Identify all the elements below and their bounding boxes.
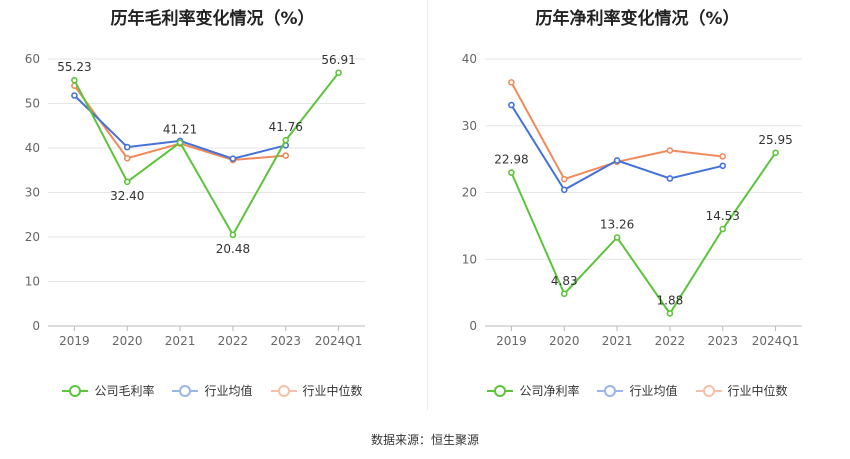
y-tick-label: 30 [462,119,477,133]
net-margin-legend: 公司净利率 行业均值 行业中位数 [425,382,850,399]
gross-margin-chart-panel: 历年毛利率变化情况（%） 0 10 20 30 40 50 60 2019 2020 2021 20… [0,0,425,420]
legend-swatch [172,384,199,397]
legend-swatch [597,384,624,397]
series-point-1 [508,101,515,109]
legend-swatch [270,384,297,397]
series-point-1 [613,157,621,164]
series-point-0 [282,136,290,144]
x-tick-label: 2019 [496,334,527,348]
legend-item[interactable]: 行业均值 [172,382,253,399]
legend-item[interactable]: 行业均值 [597,382,678,399]
data-label: 56.91 [321,53,355,67]
series-line-0 [73,72,340,237]
data-label: 14.53 [706,209,740,223]
series-point-2 [560,175,568,183]
series-point-0 [613,234,621,241]
gross-margin-legend: 公司毛利率 行业均值 行业中位数 [0,382,425,399]
series-point-1 [71,92,78,99]
legend-item[interactable]: 行业中位数 [695,382,788,399]
y-tick-label: 10 [462,252,477,266]
legend-label: 公司毛利率 [94,384,155,398]
y-tick-label: 20 [25,230,40,244]
series-point-0 [335,69,342,77]
y-tick-label: 40 [25,141,40,155]
data-label: 55.23 [57,60,91,74]
y-tick-label: 40 [462,52,477,66]
series-point-2 [719,153,727,160]
x-tick-label: 2022 [655,334,686,348]
series-point-0 [71,76,78,84]
series-point-2 [282,152,290,159]
y-tick-label: 30 [25,186,40,200]
legend-swatch [695,384,722,397]
data-label: 25.95 [758,133,792,147]
data-label: 41.76 [269,120,303,134]
net-margin-chart-panel: 历年净利率变化情况（%） 0 10 20 30 40 2019 2020 2021 2022 20… [425,0,850,420]
series-point-2 [666,147,674,154]
legend-item[interactable]: 公司净利率 [487,382,579,399]
series-line-0 [510,152,777,316]
y-tick-label: 0 [32,319,40,333]
series-point-0 [719,225,727,233]
y-tick-label: 50 [25,97,40,111]
series-line-1 [510,104,724,192]
series-point-2 [508,79,515,86]
data-source-note: 数据来源：恒生聚源 [370,433,479,447]
series-point-0 [772,149,779,157]
legend-label: 行业均值 [204,384,253,398]
gross-margin-chart-title: 历年毛利率变化情况（%） [110,9,315,29]
data-label: 1.88 [657,293,684,307]
series-point-0 [560,290,568,298]
legend-item[interactable]: 行业中位数 [270,382,363,399]
series-point-0 [229,231,237,239]
series-point-0 [176,139,184,146]
data-label: 22.98 [494,153,528,167]
x-tick-label: 2024Q1 [315,334,363,348]
series-point-1 [719,162,727,170]
y-tick-label: 0 [469,319,477,333]
series-point-1 [123,143,131,151]
data-label: 41.21 [163,123,197,137]
series-point-0 [123,178,131,186]
series-point-1 [560,186,568,194]
y-tick-label: 20 [462,186,477,200]
net-margin-chart-title: 历年净利率变化情况（%） [535,9,740,29]
series-point-2 [123,154,131,162]
x-tick-label: 2021 [602,334,633,348]
net-margin-chart: 0 10 20 30 40 2019 2020 2021 2022 2023 2024Q1 22.98… [462,52,802,348]
x-tick-label: 2022 [218,334,249,348]
series-point-0 [666,310,674,317]
data-label: 20.48 [216,242,250,256]
gross-margin-chart: 0 10 20 30 40 50 60 2019 2020 2021 2022 2023 2024Q1 5… [25,52,365,348]
x-tick-label: 2020 [112,334,143,348]
legend-label: 行业均值 [629,384,678,398]
x-tick-label: 2021 [165,334,196,348]
x-tick-label: 2019 [59,334,90,348]
panel-divider [427,0,428,410]
series-point-0 [508,169,515,176]
data-label: 4.83 [551,274,578,288]
legend-label: 公司净利率 [519,384,580,398]
x-tick-label: 2023 [270,334,301,348]
legend-swatch [487,384,514,397]
x-tick-label: 2020 [549,334,580,348]
legend-label: 行业中位数 [727,384,788,398]
x-tick-label: 2023 [707,334,738,348]
legend-swatch [62,384,89,397]
legend-label: 行业中位数 [302,384,363,398]
y-tick-label: 60 [25,52,40,66]
legend-item[interactable]: 公司毛利率 [62,382,154,399]
data-label: 32.40 [110,189,144,203]
series-point-1 [229,155,237,162]
y-tick-label: 10 [25,275,40,289]
data-label: 13.26 [600,217,634,231]
x-tick-label: 2024Q1 [752,334,800,348]
series-point-1 [666,175,674,182]
